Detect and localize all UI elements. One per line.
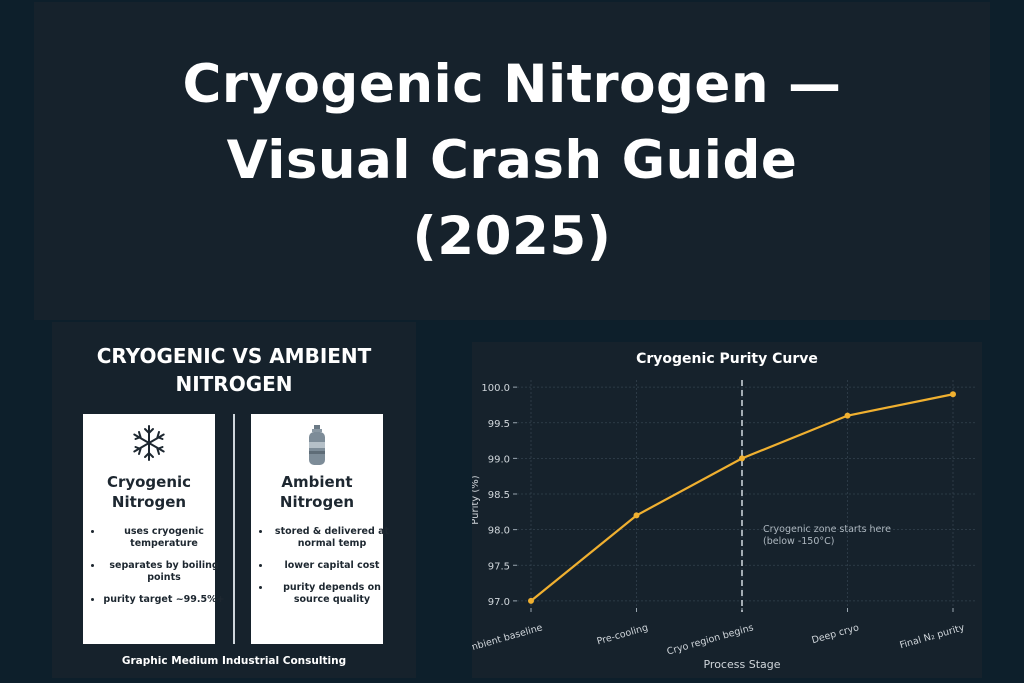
cryogenic-bullet-1: uses cryogenic temperature [103,526,225,550]
comparison-title: CRYOGENIC VS AMBIENT NITROGEN [52,342,416,398]
ambient-bullet-2: lower capital cost [271,560,393,572]
comparison-title-line-1: CRYOGENIC VS AMBIENT [96,344,372,368]
annotation-line: (below -150°C) [763,536,834,547]
card-divider [233,414,235,644]
plot-area: 97.0 97.5 98.0 98.5 99.0 99.5 100.0 Ambient bas… [472,380,977,658]
ambient-title-line-2: Nitrogen [279,493,355,511]
x-axis-label: Process Stage [703,658,780,671]
data-point [739,455,745,462]
cryogenic-bullets: uses cryogenic temperature separates by … [89,526,225,616]
y-tick-label: 100.0 [481,383,510,394]
y-axis-label: Purity (%) [472,475,481,525]
data-point [950,391,956,398]
comparison-panel: CRYOGENIC VS AMBIENT NITROGEN Cryogen [52,322,416,678]
x-tick-label: Pre-cooling [596,622,650,647]
snowflake-icon [83,424,215,462]
chart-title: Cryogenic Purity Curve [636,351,818,367]
data-point [844,412,851,419]
data-point [633,512,640,519]
chart-panel: Cryogenic Purity Curve Process Stage Pur… [472,342,982,678]
cryogenic-bullet-3: purity target ~99.5%+ [103,594,225,606]
cryogenic-card: Cryogenic Nitrogen uses cryogenic temper… [83,414,225,644]
cryogenic-title-line-1: Cryogenic [106,473,192,491]
hero-title-line-1: Cryogenic Nitrogen — [182,54,842,115]
ambient-card: Ambient Nitrogen stored & delivered at n… [251,414,389,644]
x-tick-label: Final N₂ purity [899,622,967,651]
ambient-card-title: Ambient Nitrogen [251,472,383,512]
y-tick-label: 97.5 [488,561,510,572]
x-tick-label: Cryo region begins [666,622,755,657]
y-tick-label: 97.0 [488,597,510,608]
comparison-title-line-2: NITROGEN [175,372,293,396]
y-tick-label: 99.0 [488,454,510,465]
ambient-bullet-3: purity depends on source quality [271,582,393,606]
ambient-bullet-1: stored & delivered at normal temp [271,526,393,550]
gas-cylinder-icon [251,424,383,465]
cryogenic-title-line-2: Nitrogen [111,493,187,511]
y-tick-label: 98.0 [488,526,510,537]
hero-title-line-2: Visual Crash Guide [226,130,798,191]
y-tick-label: 98.5 [488,490,510,501]
ambient-bullets: stored & delivered at normal temp lower … [257,526,393,616]
data-point [528,597,534,604]
cryogenic-bullet-2: separates by boiling points [103,560,225,584]
hero-banner: Cryogenic Nitrogen — Visual Crash Guide … [34,2,990,320]
x-tick-label: Deep cryo [811,622,861,646]
purity-chart: Cryogenic Purity Curve Process Stage Pur… [472,351,977,671]
annotation-line: Cryogenic zone starts here [763,524,891,535]
x-tick-label: Ambient baseline [472,622,544,655]
ambient-title-line-1: Ambient [281,473,353,491]
y-tick-label: 99.5 [488,419,510,430]
credit-text: Graphic Medium Industrial Consulting [121,655,347,667]
cryogenic-card-title: Cryogenic Nitrogen [83,472,215,512]
hero-title-line-3: (2025) [412,206,612,267]
